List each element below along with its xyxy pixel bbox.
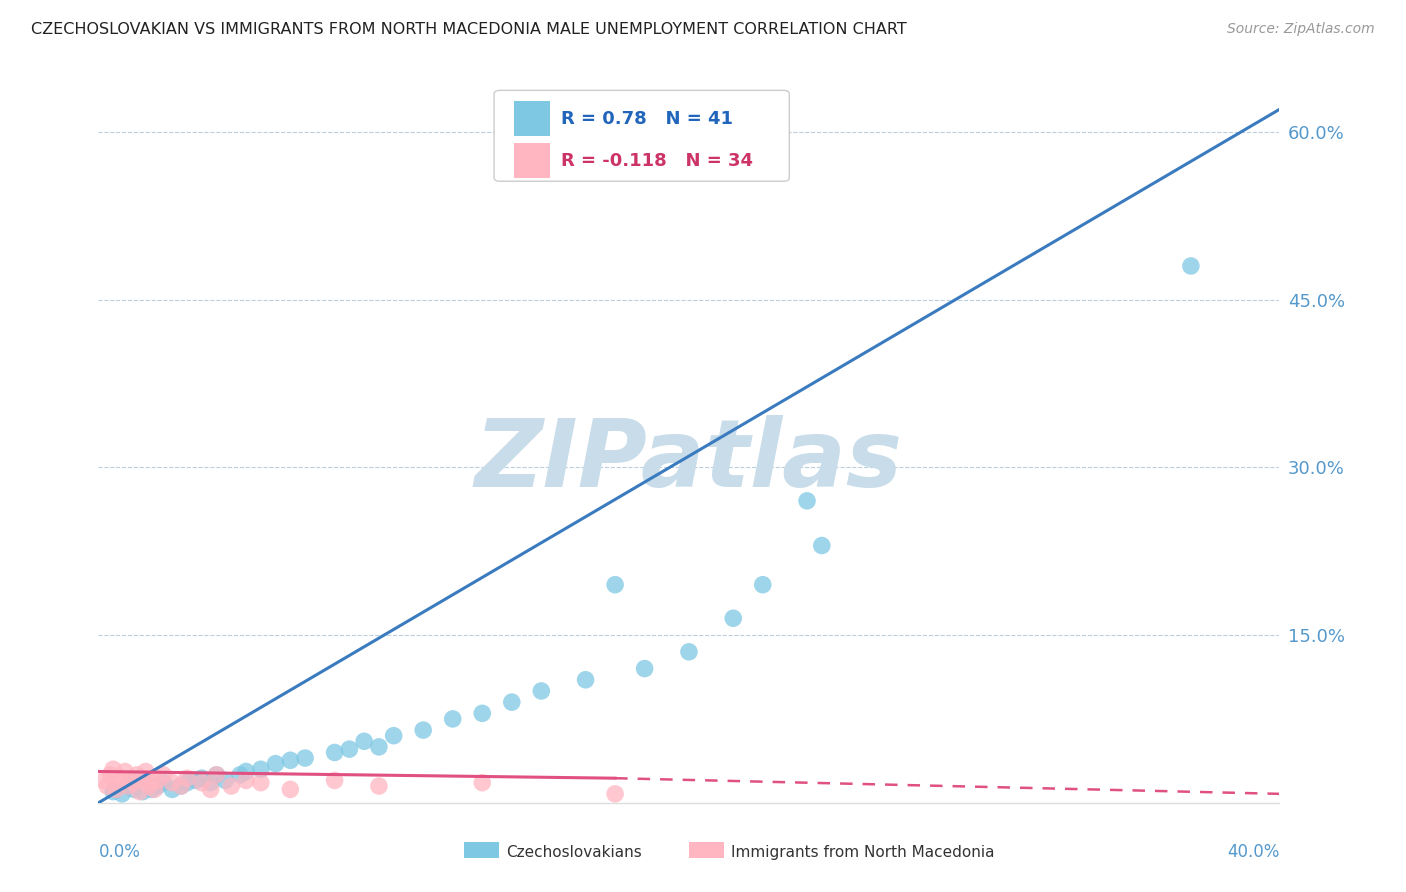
Point — [114, 764, 136, 779]
Point — [634, 662, 657, 676]
Text: ZIPatlas: ZIPatlas — [475, 415, 903, 508]
Point — [323, 773, 346, 788]
Point — [353, 734, 375, 748]
Text: CZECHOSLOVAKIAN VS IMMIGRANTS FROM NORTH MACEDONIA MALE UNEMPLOYMENT CORRELATION: CZECHOSLOVAKIAN VS IMMIGRANTS FROM NORTH… — [31, 22, 907, 37]
Point — [132, 771, 155, 785]
Text: R = -0.118   N = 34: R = -0.118 N = 34 — [561, 152, 754, 169]
Point — [501, 695, 523, 709]
Point — [184, 773, 207, 788]
Point — [412, 723, 434, 737]
Point — [530, 684, 553, 698]
Point — [176, 771, 198, 785]
Text: Immigrants from North Macedonia: Immigrants from North Macedonia — [731, 846, 994, 860]
Point — [339, 742, 361, 756]
Point — [125, 768, 148, 782]
Point — [250, 762, 273, 776]
Point — [122, 782, 145, 797]
Point — [111, 787, 134, 801]
Point — [152, 775, 174, 789]
Point — [605, 787, 627, 801]
Point — [191, 775, 214, 789]
Point — [132, 784, 155, 798]
Point — [96, 779, 118, 793]
Point — [191, 771, 214, 785]
Point — [146, 773, 169, 788]
Point — [152, 768, 174, 782]
Point — [200, 782, 222, 797]
Point — [1180, 259, 1202, 273]
Bar — [515, 144, 550, 178]
Point — [111, 771, 134, 785]
Point — [93, 773, 115, 788]
Point — [105, 782, 128, 797]
Point — [235, 764, 257, 779]
Point — [575, 673, 598, 687]
Point — [280, 782, 302, 797]
Point — [441, 712, 464, 726]
Bar — [515, 102, 550, 136]
Point — [103, 784, 125, 798]
Point — [382, 729, 405, 743]
Point — [138, 779, 160, 793]
Text: Source: ZipAtlas.com: Source: ZipAtlas.com — [1227, 22, 1375, 37]
Point — [323, 746, 346, 760]
Point — [723, 611, 745, 625]
Point — [229, 768, 252, 782]
Point — [221, 779, 243, 793]
Point — [205, 768, 228, 782]
Point — [471, 775, 494, 789]
Point — [162, 775, 183, 789]
Point — [141, 782, 163, 797]
Point — [368, 739, 391, 754]
Point — [128, 784, 150, 798]
Text: 40.0%: 40.0% — [1227, 843, 1279, 861]
Point — [146, 779, 169, 793]
Point — [108, 775, 131, 789]
Point — [678, 645, 700, 659]
Text: 0.0%: 0.0% — [98, 843, 141, 861]
Point — [120, 773, 142, 788]
Point — [103, 762, 125, 776]
Point — [250, 775, 273, 789]
Point — [122, 775, 145, 789]
Point — [135, 764, 157, 779]
Point — [471, 706, 494, 721]
Point — [235, 773, 257, 788]
Point — [98, 768, 121, 782]
Point — [162, 782, 183, 797]
Point — [141, 775, 163, 789]
FancyBboxPatch shape — [494, 90, 789, 181]
Point — [368, 779, 391, 793]
Point — [752, 578, 775, 592]
Point — [205, 768, 228, 782]
Point — [605, 578, 627, 592]
Point — [170, 779, 193, 793]
Text: Czechoslovakians: Czechoslovakians — [506, 846, 643, 860]
Point — [176, 775, 198, 789]
Point — [117, 779, 139, 793]
Point — [170, 779, 193, 793]
Point — [200, 775, 222, 789]
Point — [214, 773, 236, 788]
Point — [294, 751, 316, 765]
Point — [796, 493, 818, 508]
Point — [280, 753, 302, 767]
Point — [117, 779, 139, 793]
Text: R = 0.78   N = 41: R = 0.78 N = 41 — [561, 110, 734, 128]
Point — [810, 539, 832, 553]
Point — [264, 756, 287, 771]
Point — [143, 782, 166, 797]
